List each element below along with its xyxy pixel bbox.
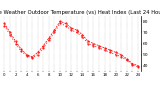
Title: Milwaukee Weather Outdoor Temperature (vs) Heat Index (Last 24 Hours): Milwaukee Weather Outdoor Temperature (v… xyxy=(0,10,160,15)
